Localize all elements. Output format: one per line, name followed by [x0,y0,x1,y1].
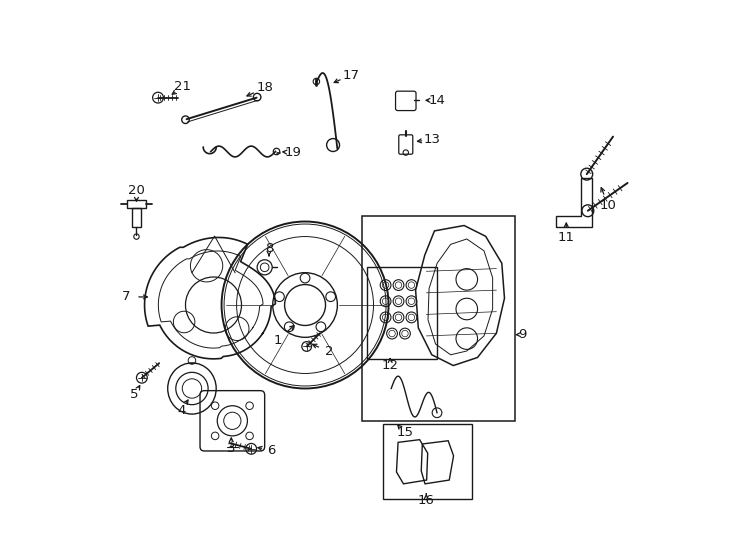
Text: 4: 4 [177,403,186,416]
Text: 18: 18 [256,82,273,94]
Text: 20: 20 [128,184,145,197]
Text: 8: 8 [265,242,273,255]
Text: 10: 10 [600,199,617,212]
Text: 21: 21 [174,80,192,93]
Bar [367,267,437,359]
Text: 11: 11 [558,231,575,244]
Text: 9: 9 [518,328,526,341]
Text: 13: 13 [423,133,440,146]
Text: 6: 6 [267,444,275,457]
Text: 3: 3 [227,442,236,455]
Text: 17: 17 [342,69,360,82]
Text: 15: 15 [396,426,413,439]
Text: 12: 12 [382,360,399,373]
Text: 14: 14 [429,94,446,107]
Bar [383,423,472,499]
Text: 19: 19 [284,146,301,159]
Text: 1: 1 [274,334,283,347]
Text: 16: 16 [418,494,435,507]
Text: 2: 2 [325,346,333,359]
Bar [362,216,515,421]
Text: 7: 7 [121,291,130,303]
Text: 5: 5 [130,388,139,401]
